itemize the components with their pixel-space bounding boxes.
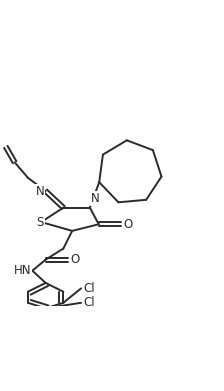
Text: O: O xyxy=(70,253,79,266)
Text: Cl: Cl xyxy=(83,296,95,309)
Text: N: N xyxy=(36,185,44,197)
Text: HN: HN xyxy=(13,264,31,277)
Text: O: O xyxy=(123,218,132,231)
Text: S: S xyxy=(37,215,44,229)
Text: Cl: Cl xyxy=(83,282,95,295)
Text: N: N xyxy=(91,192,100,205)
